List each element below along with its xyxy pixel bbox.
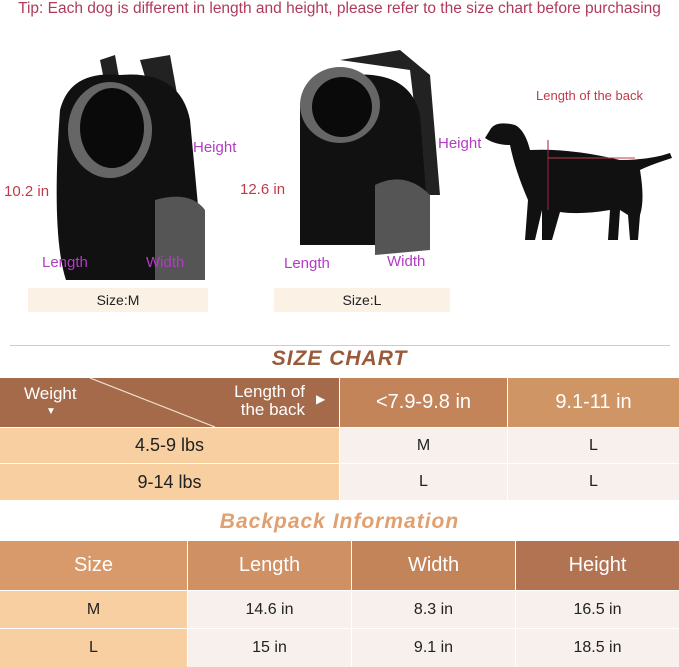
size-cell: L — [508, 428, 679, 463]
length-cell: 14.6 in — [188, 591, 351, 628]
column-header: Height — [516, 541, 679, 590]
size-cell: L — [0, 629, 187, 667]
l-width-label: Width — [387, 253, 426, 270]
size-m-label: Size:M — [28, 288, 208, 312]
column-header: Width — [352, 541, 515, 590]
l-height-label: Height — [438, 135, 482, 152]
m-height-label: Height — [193, 139, 237, 156]
m-width-label: Width — [146, 254, 185, 271]
column-header: Length — [188, 541, 351, 590]
weight-header: Weight — [24, 384, 77, 403]
right-triangle-icon: ▶ — [316, 392, 326, 406]
divider — [10, 345, 670, 346]
size-cell: M — [0, 591, 187, 628]
l-side-height: 12.6 in — [240, 181, 286, 198]
height-cell: 18.5 in — [516, 629, 679, 667]
m-length-label: Length — [42, 254, 88, 271]
size-cell: M — [340, 428, 507, 463]
dog-back-length-label: Length of the back — [536, 88, 643, 103]
height-cell: 16.5 in — [516, 591, 679, 628]
backpack-m-image — [56, 55, 205, 280]
backpack-info-title: Backpack Information — [219, 510, 460, 533]
column-header: 9.1-11 in — [508, 378, 679, 427]
size-l-label: Size:L — [274, 288, 450, 312]
l-length-label: Length — [284, 255, 330, 272]
backpack-l-image — [300, 50, 440, 255]
column-header: Size — [0, 541, 187, 590]
m-side-height: 10.2 in — [4, 183, 50, 200]
size-cell: L — [340, 464, 507, 500]
dog-silhouette — [485, 123, 672, 240]
column-header: <7.9-9.8 in — [340, 378, 507, 427]
width-cell: 8.3 in — [352, 591, 515, 628]
length-header: Length of the back — [234, 382, 305, 419]
length-cell: 15 in — [188, 629, 351, 667]
size-cell: L — [508, 464, 679, 500]
weight-cell: 9-14 lbs — [0, 464, 339, 500]
down-triangle-icon: ▼ — [46, 406, 56, 417]
weight-cell: 4.5-9 lbs — [0, 428, 339, 463]
width-cell: 9.1 in — [352, 629, 515, 667]
tip-text: Tip: Each dog is different in length and… — [18, 0, 661, 17]
size-chart-title: SIZE CHART — [271, 347, 408, 370]
corner-header: Weight ▼ Length of the back ▶ — [0, 378, 339, 427]
